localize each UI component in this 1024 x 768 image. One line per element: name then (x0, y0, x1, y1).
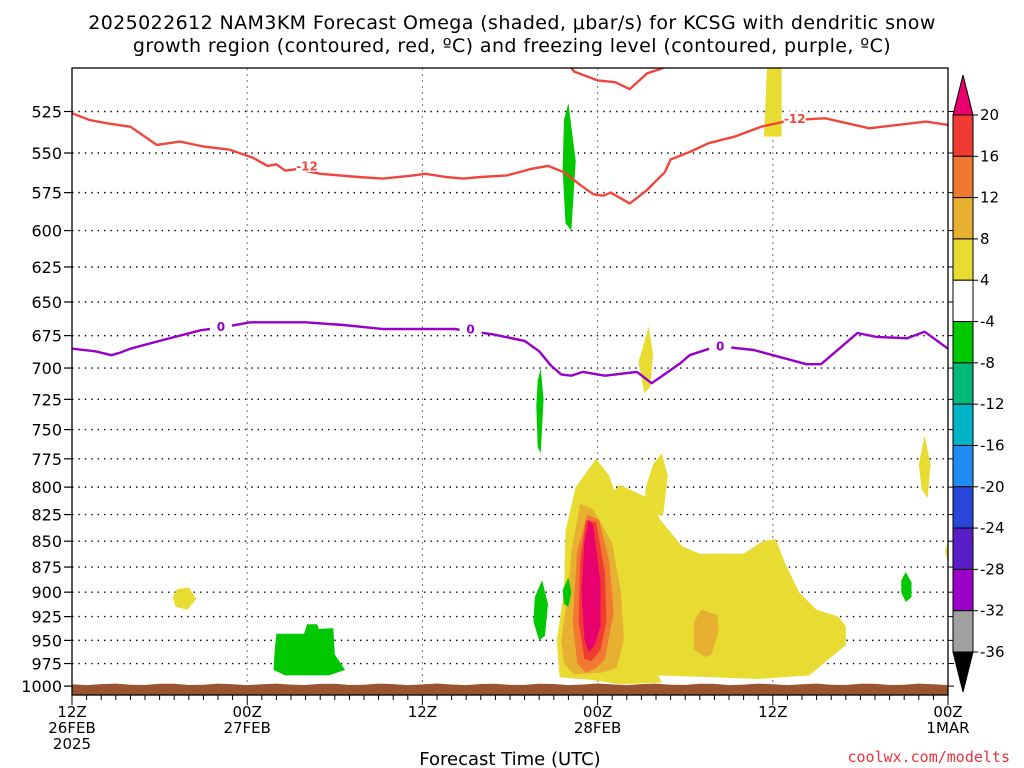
plot-area: -12 -12 0 0 0 (72, 68, 948, 695)
x-tick-label: 12Z (758, 703, 787, 721)
omega-shaded-region (945, 541, 948, 562)
x-tick-label: 12Z (408, 703, 437, 721)
x-tick-label: 26FEB (48, 719, 95, 737)
credit-text: coolwx.com/modelts (847, 748, 1010, 766)
x-tick-label: 00Z (583, 703, 612, 721)
y-tick-label: 950 (31, 631, 62, 650)
x-tick-label: 00Z (233, 703, 262, 721)
colorbar-box (952, 568, 974, 612)
y-tick-label: 900 (31, 583, 62, 602)
omega-shaded-region (562, 577, 572, 607)
colorbar-box (952, 403, 974, 446)
colorbar-label: 12 (980, 189, 999, 207)
contour-label-bg (459, 321, 482, 335)
y-tick-label: 1000 (21, 677, 62, 696)
y-tick-label: 650 (31, 293, 62, 312)
y-tick-label: 750 (31, 421, 62, 440)
colorbar-box (952, 444, 974, 488)
y-tick-label: 700 (31, 359, 62, 378)
colorbar-label: -4 (980, 313, 995, 331)
contour-label-bg (296, 158, 319, 172)
omega-shaded-region (172, 587, 197, 610)
x-tick-label: 1MAR (926, 719, 969, 737)
colorbar-label: -28 (980, 560, 1005, 578)
colorbar: 20 16 12 8 4 -4 -8 -12 -16 -20 -24 -28 -32 -36 (952, 74, 1005, 693)
y-tick-label: 875 (31, 558, 62, 577)
x-tick-label: 00Z (933, 703, 962, 721)
y-tick-label: 675 (31, 327, 62, 346)
y-tick-label: 625 (31, 258, 62, 277)
y-tick-label: 575 (31, 184, 62, 203)
colorbar-box (952, 362, 974, 405)
colorbar-label: 8 (980, 230, 990, 248)
y-tick-label: 975 (31, 655, 62, 674)
y-tick-label: 825 (31, 506, 62, 525)
x-tick-label: 27FEB (223, 719, 270, 737)
contour-label-bg (209, 319, 232, 333)
contour-label-bg (783, 111, 806, 125)
colorbar-box (952, 321, 974, 364)
colorbar-label: -24 (980, 519, 1005, 537)
omega-shaded-region (533, 580, 548, 641)
colorbar-label: 20 (980, 106, 999, 124)
colorbar-box (952, 114, 974, 157)
omega-shaded-region (694, 609, 719, 658)
y-tick-label: 725 (31, 390, 62, 409)
y-tick-label: 850 (31, 532, 62, 551)
y-tick-label: 550 (31, 144, 62, 163)
colorbar-box (952, 279, 974, 323)
omega-shaded-region (644, 453, 668, 516)
colorbar-box (952, 197, 974, 240)
colorbar-box (952, 486, 974, 529)
omega-shaded-region (581, 520, 601, 652)
colorbar-label: -36 (980, 643, 1005, 661)
y-tick-label: 800 (31, 478, 62, 497)
x-axis-title: Forecast Time (UTC) (419, 749, 600, 768)
axes: 525 550 575 600 625 650 675 700 725 750 775 800 825 8… (21, 67, 970, 753)
colorbar-extend-top (952, 74, 974, 116)
colorbar-extend-bottom (952, 651, 974, 693)
x-tick-label: 28FEB (574, 719, 621, 737)
chart-title-line2: growth region (contoured, red, ºC) and f… (133, 35, 891, 57)
ground-surface (72, 683, 948, 695)
contour-line (72, 321, 948, 385)
colorbar-box (952, 527, 974, 570)
contour-label: 0 (217, 320, 225, 334)
contour-label: -12 (296, 159, 318, 173)
contour-label: -12 (784, 112, 806, 126)
plot-content: -12 -12 0 0 0 (72, 68, 948, 695)
omega-shaded-region (604, 484, 846, 679)
omega-shaded-region (918, 435, 931, 499)
contour-line (570, 68, 664, 91)
omega-shaded-region (901, 572, 912, 602)
chart-title-line1: 2025022612 NAM3KM Forecast Omega (shaded… (88, 12, 936, 34)
plot-frame (71, 67, 949, 696)
contour-label: 0 (466, 322, 474, 336)
contour-line (72, 112, 948, 205)
x-tick-label: 12Z (57, 703, 86, 721)
colorbar-label: -32 (980, 602, 1005, 620)
colorbar-box (952, 610, 974, 653)
colorbar-box (952, 155, 974, 199)
x-tick-label: 2025 (53, 735, 91, 753)
y-tick-label: 600 (31, 222, 62, 241)
colorbar-label: -20 (980, 478, 1005, 496)
y-tick-label: 525 (31, 103, 62, 122)
colorbar-box (952, 238, 974, 281)
y-tick-label: 925 (31, 608, 62, 627)
colorbar-label: -16 (980, 436, 1005, 454)
omega-shaded-region (273, 624, 345, 676)
colorbar-label: 4 (980, 271, 990, 289)
colorbar-label: -8 (980, 354, 995, 372)
y-tick-label: 775 (31, 450, 62, 469)
omega-shaded-region (764, 68, 782, 137)
contour-label-bg (709, 339, 732, 353)
omega-shaded-region (562, 103, 576, 231)
colorbar-label: -12 (980, 395, 1005, 413)
colorbar-label: 16 (980, 147, 999, 165)
contour-label: 0 (716, 340, 724, 354)
omega-shaded-region (536, 368, 544, 453)
